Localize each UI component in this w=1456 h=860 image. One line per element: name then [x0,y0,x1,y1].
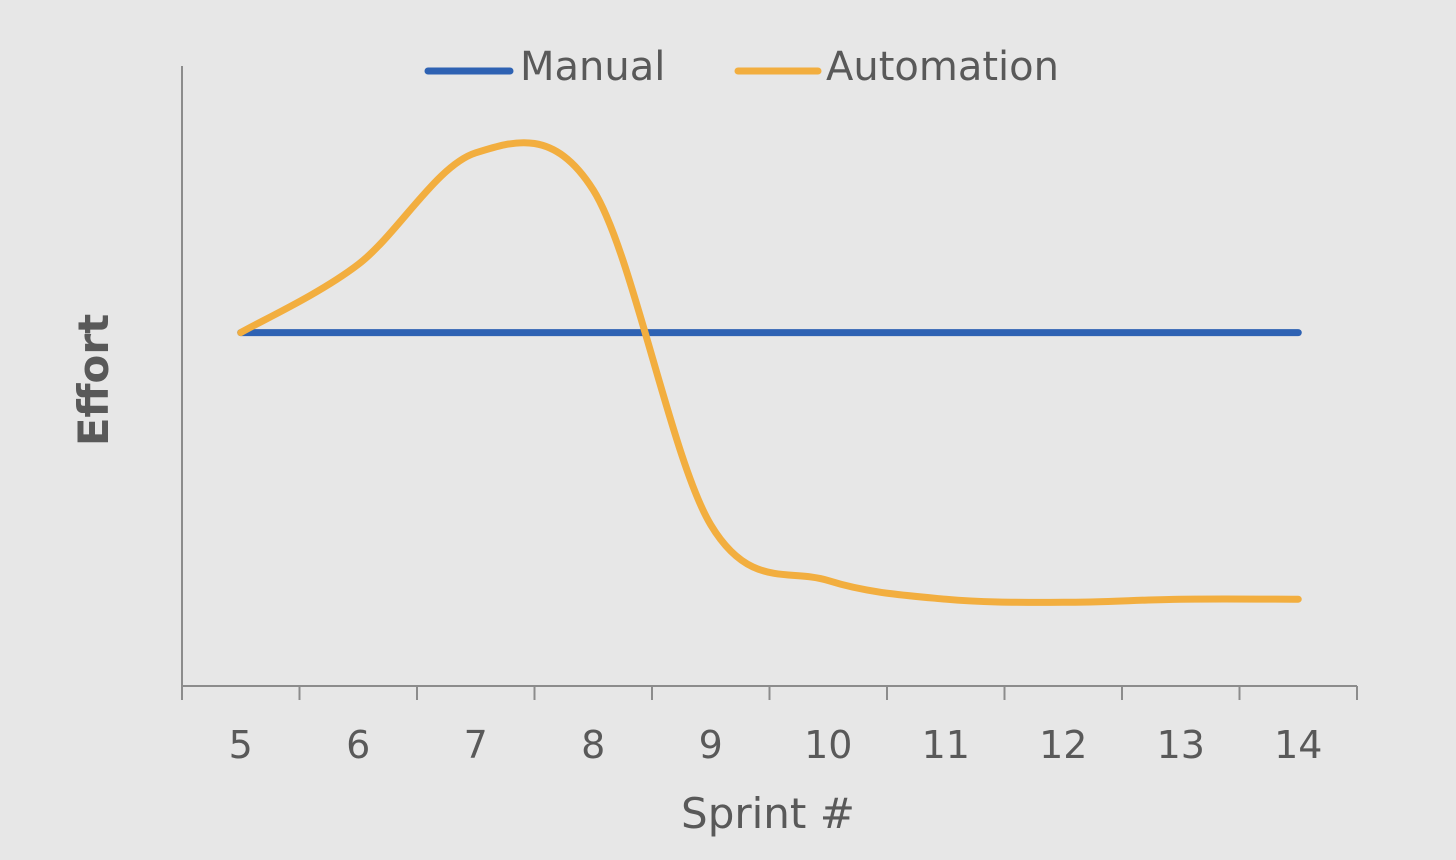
x-tick-label: 11 [922,723,970,767]
x-tick-label: 10 [804,723,852,767]
x-axis-tick-labels: 5 6 7 8 9 10 11 12 13 14 [229,723,1323,767]
x-tick-label: 12 [1039,723,1087,767]
x-tick-label: 13 [1157,723,1205,767]
x-tick-label: 8 [581,723,605,767]
legend-label: Automation [826,44,1059,90]
legend-item-automation: Automation [734,44,1059,90]
y-axis-title: Effort [69,314,118,446]
series-line-automation [237,139,1302,606]
x-tick-label: 7 [464,723,488,767]
x-tick-label: 6 [346,723,370,767]
legend-label: Manual [520,44,665,90]
x-axis-ticks [181,686,1358,700]
x-tick-label: 9 [699,723,723,767]
x-tick-label: 5 [229,723,253,767]
legend: Manual Automation [424,44,1059,90]
series-lines [237,139,1302,606]
x-axis-title: Sprint # [681,789,855,838]
plot-area: 5 6 7 8 9 10 11 12 13 14 [181,66,1358,767]
legend-item-manual: Manual [424,44,665,90]
x-tick-label: 14 [1274,723,1322,767]
